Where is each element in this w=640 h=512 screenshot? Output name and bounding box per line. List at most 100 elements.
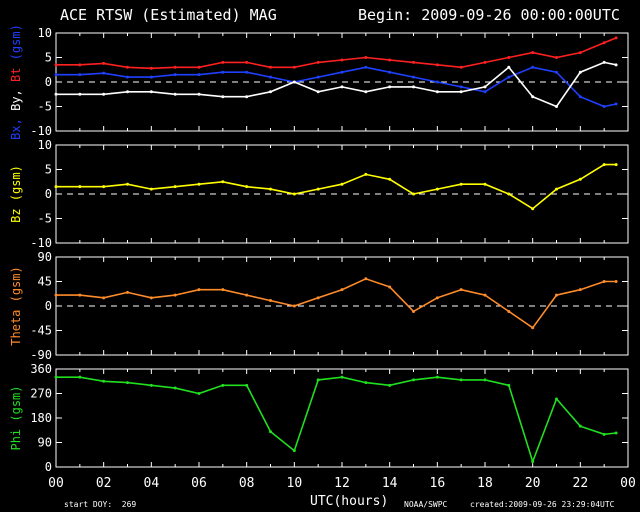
data-point xyxy=(412,75,415,79)
data-point xyxy=(173,65,177,69)
data-point xyxy=(173,386,177,390)
x-tick-label: 16 xyxy=(430,476,446,491)
data-point xyxy=(483,60,487,64)
data-point xyxy=(614,63,618,67)
data-point xyxy=(602,105,606,108)
data-point xyxy=(78,375,82,379)
data-point xyxy=(316,296,320,300)
data-point xyxy=(197,73,201,77)
data-point xyxy=(459,90,463,94)
data-point xyxy=(292,65,296,69)
data-point xyxy=(126,381,129,385)
data-point xyxy=(578,95,582,99)
data-point xyxy=(340,58,344,62)
data-point xyxy=(531,207,535,211)
series-line-1 xyxy=(56,66,617,108)
x-tick-label: 14 xyxy=(382,476,398,491)
data-point xyxy=(364,56,368,59)
data-point xyxy=(602,163,606,167)
data-point xyxy=(292,192,296,196)
data-point xyxy=(388,383,392,387)
data-point xyxy=(126,65,129,69)
data-point xyxy=(507,65,511,69)
data-point xyxy=(531,460,535,464)
data-point xyxy=(555,56,558,59)
data-point xyxy=(531,65,535,69)
start-doy: start DOY: 269 xyxy=(64,500,137,509)
x-tick-label: 04 xyxy=(144,476,160,491)
data-point xyxy=(459,65,463,69)
data-point xyxy=(614,36,618,40)
data-point xyxy=(340,85,344,89)
y-axis-label-part: Bt xyxy=(9,68,23,90)
data-point xyxy=(483,85,487,89)
data-point xyxy=(54,63,58,67)
data-point xyxy=(102,61,106,65)
data-point xyxy=(173,92,177,96)
data-point xyxy=(102,71,106,75)
data-point xyxy=(578,424,582,428)
data-point xyxy=(435,375,439,379)
y-tick-label: -10 xyxy=(30,236,52,250)
y-tick-label: 10 xyxy=(38,26,52,40)
x-tick-label: 02 xyxy=(96,476,112,491)
series-line-0 xyxy=(56,376,617,465)
y-axis-label-part: By, xyxy=(9,89,23,118)
y-tick-label: 0 xyxy=(45,75,52,89)
x-tick-label: 08 xyxy=(239,476,255,491)
data-point xyxy=(435,90,439,94)
y-tick-label: -45 xyxy=(30,324,52,338)
data-point xyxy=(435,63,439,67)
data-point xyxy=(614,431,618,435)
data-point xyxy=(602,280,606,283)
y-axis-label-part: Phi (gsm) xyxy=(9,385,23,450)
data-point xyxy=(269,299,272,303)
data-point xyxy=(173,185,177,189)
data-point xyxy=(412,60,415,64)
data-point xyxy=(149,383,153,387)
data-point xyxy=(555,187,558,191)
data-point xyxy=(102,379,106,383)
source-label: NOAA/SWPC xyxy=(404,500,448,509)
data-point xyxy=(292,449,296,453)
data-point xyxy=(316,90,320,94)
data-point xyxy=(292,304,296,308)
data-point xyxy=(459,85,463,89)
y-tick-label: 0 xyxy=(45,299,52,313)
y-tick-label: 0 xyxy=(45,460,52,474)
x-tick-label: 12 xyxy=(334,476,350,491)
x-axis-label: UTC(hours) xyxy=(310,494,389,509)
data-point xyxy=(269,430,272,434)
data-point xyxy=(364,65,368,69)
data-point xyxy=(340,70,344,74)
y-tick-label: 45 xyxy=(38,275,52,289)
y-tick-label: 10 xyxy=(38,138,52,152)
data-point xyxy=(126,75,129,79)
data-point xyxy=(388,285,392,289)
data-point xyxy=(78,63,82,67)
data-point xyxy=(245,185,249,189)
data-point xyxy=(364,381,368,385)
chart-title: ACE RTSW (Estimated) MAG xyxy=(60,6,277,24)
x-tick-label: 00 xyxy=(620,476,636,491)
y-tick-label: 0 xyxy=(45,187,52,201)
data-point xyxy=(149,75,153,79)
x-tick-label: 20 xyxy=(525,476,541,491)
x-tick-label: 00 xyxy=(48,476,64,491)
data-point xyxy=(602,41,606,45)
y-axis-label-part: Bz (gsm) xyxy=(9,165,23,223)
data-point xyxy=(316,187,320,191)
data-point xyxy=(173,73,177,77)
data-point xyxy=(149,66,153,70)
data-point xyxy=(245,60,249,64)
y-tick-label: -90 xyxy=(30,348,52,362)
panel-3: 360 270 180 90 0 Phi (gsm) xyxy=(9,362,629,474)
data-point xyxy=(340,182,344,186)
x-tick-label: 18 xyxy=(477,476,493,491)
data-point xyxy=(102,185,106,189)
data-point xyxy=(507,56,511,59)
y-tick-label: 180 xyxy=(30,411,52,425)
data-point xyxy=(78,185,82,189)
data-point xyxy=(149,90,153,94)
data-point xyxy=(292,80,296,84)
